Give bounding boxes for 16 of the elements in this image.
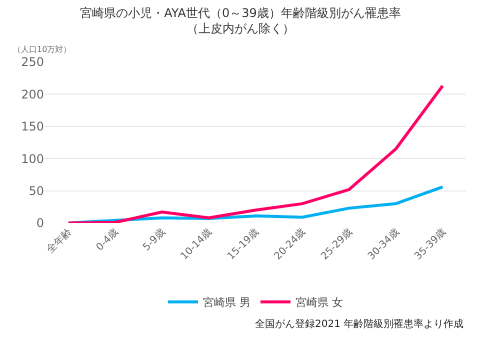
x-tick-label: 全年齢 [44,226,74,256]
y-tick-label: 50 [28,184,44,198]
x-tick-label: 0-4歳 [94,226,121,254]
chart-title: 宮崎県の小児・AYA世代（0～39歳）年齢階級別がん罹患率 [80,6,401,20]
y-tick-label: 0 [36,216,44,230]
line-series [66,84,444,223]
y-tick-label: 150 [21,120,44,134]
x-tick-label: 5-9歳 [140,226,168,254]
text: 全国がん登録2021 年齢階級別罹患率より作成 [255,318,464,330]
y-axis-title: （人口10万対） [13,45,72,54]
legend-label: 宮崎県 女 [296,296,343,310]
chart-subtitle: （上皮内がん除く） [186,22,294,36]
y-tick-label: 200 [21,87,44,102]
legend-label: 宮崎県 男 [203,296,250,310]
y-tick-label: 250 [21,55,44,70]
y-tick-label: 100 [21,152,44,166]
